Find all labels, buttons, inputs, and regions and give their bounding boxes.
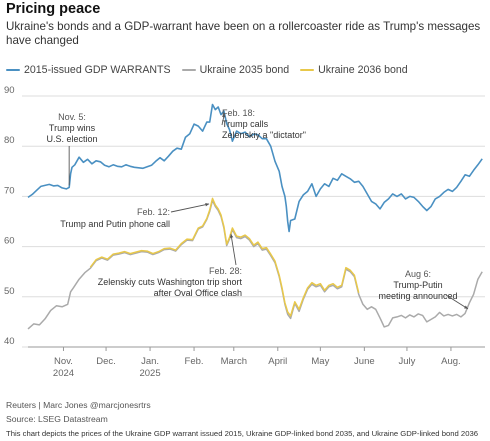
legend-swatch-bond2036 — [300, 68, 315, 72]
annotation-date-nov5: Nov. 5: — [58, 112, 86, 122]
legend-swatch-bond2035 — [181, 68, 196, 72]
legend-swatch-warrant — [6, 68, 20, 72]
y-tick-label-70: 70 — [4, 185, 15, 196]
line-chart: 40 50 60 70 80 90 Nov.2024 Dec. Jan.2025 Feb. Mar… — [4, 85, 485, 379]
annotation-text-nov5: Trump wins — [49, 123, 96, 133]
annotation-arrow-feb28-head — [229, 234, 234, 238]
x-tick-sublabel: 2025 — [139, 368, 160, 379]
series-line-bond2035 — [27, 199, 483, 330]
chart-title: Pricing peace — [6, 1, 101, 17]
legend-label-warrant: 2015-issued GDP WARRANTS — [24, 64, 171, 76]
annotation-date-feb12: Feb. 12: — [137, 207, 170, 217]
x-tick-label: June — [354, 356, 375, 367]
legend-item-warrant: 2015-issued GDP WARRANTS — [6, 64, 171, 76]
annotation-text-feb18: Zelenskiy a "dictator" — [222, 130, 306, 140]
annotation-text-feb28: Zelenskiy cuts Washington trip short — [98, 277, 243, 287]
y-tick-label-60: 60 — [4, 236, 15, 247]
x-tick-label: Aug. — [441, 356, 461, 367]
x-tick-label: May — [311, 356, 329, 367]
y-tick-label-90: 90 — [4, 85, 15, 96]
annotation-date-feb18: Feb. 18: — [222, 108, 255, 118]
series-layer — [27, 103, 483, 330]
annotation-arrow-feb12-head — [205, 203, 210, 207]
legend: 2015-issued GDP WARRANTS Ukraine 2035 bo… — [6, 63, 419, 77]
x-tick-label: March — [221, 356, 247, 367]
annotation-arrow-aug6-head — [464, 305, 468, 309]
annotation-arrow-feb12 — [170, 203, 210, 213]
annotation-text-feb28: after Oval Office clash — [154, 288, 242, 298]
annotation-date-feb28: Feb. 28: — [209, 266, 242, 276]
annotation-text-aug6: Trump-Putin — [393, 280, 442, 290]
x-tick-label: Jan. — [141, 356, 159, 367]
y-axis: 40 50 60 70 80 90 — [4, 85, 15, 347]
x-tick-label: Nov. — [54, 356, 73, 367]
x-tick-label: July — [398, 356, 415, 367]
x-axis: Nov.2024 Dec. Jan.2025 Feb. March April May Jun… — [28, 346, 485, 379]
legend-item-bond2035: Ukraine 2035 bond — [181, 64, 290, 76]
series-line-warrant — [27, 103, 483, 233]
annotation-text-feb12: Trump and Putin phone call — [60, 219, 170, 229]
credit-line: Reuters | Marc Jones @marcjonesrtrs — [6, 400, 151, 410]
legend-item-bond2036: Ukraine 2036 bond — [300, 64, 408, 76]
y-tick-label-40: 40 — [4, 336, 15, 347]
source-line: Source: LSEG Datastream — [6, 414, 108, 424]
annotation-text-aug6: meeting announced — [378, 291, 457, 301]
x-tick-label: April — [268, 356, 287, 367]
y-tick-label-50: 50 — [4, 286, 15, 297]
series-line-bond2036 — [89, 197, 360, 317]
annotation-text-nov5: U.S. election — [46, 134, 97, 144]
x-tick-sublabel: 2024 — [53, 368, 74, 379]
x-tick-label: Dec. — [96, 356, 116, 367]
annotation-arrow-feb28 — [230, 233, 237, 266]
y-tick-label-80: 80 — [4, 135, 15, 146]
legend-label-bond2035: Ukraine 2035 bond — [199, 64, 290, 76]
x-tick-label: Feb. — [185, 356, 204, 367]
annotation-arrow-feb18-head — [222, 113, 226, 118]
annotation-text-feb18: Trump calls — [222, 119, 269, 129]
annotation-date-aug6: Aug 6: — [405, 269, 431, 279]
chart-note: This chart depicts the prices of the Ukr… — [6, 429, 479, 438]
chart-subtitle: Ukraine's bonds and a GDP-warrant have b… — [6, 20, 481, 47]
annotation-arrow-aug6 — [445, 294, 469, 310]
legend-label-bond2036: Ukraine 2036 bond — [318, 64, 408, 76]
